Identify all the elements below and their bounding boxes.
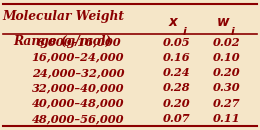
Text: $\mathbfit{w}$: $\mathbfit{w}$: [216, 15, 231, 29]
Text: 0.30: 0.30: [212, 82, 240, 93]
Text: 0.05: 0.05: [163, 37, 191, 48]
Text: 0.02: 0.02: [212, 37, 240, 48]
Text: 24,000–32,000: 24,000–32,000: [32, 67, 124, 78]
Text: $\mathbfit{i}$: $\mathbfit{i}$: [230, 25, 236, 37]
Text: 0.11: 0.11: [212, 113, 240, 124]
Text: 0.20: 0.20: [212, 67, 240, 78]
Text: 8,000–16,000: 8,000–16,000: [36, 37, 120, 48]
Text: 16,000–24,000: 16,000–24,000: [32, 52, 124, 63]
Text: Range (g/mol): Range (g/mol): [13, 35, 111, 48]
Text: 32,000–40,000: 32,000–40,000: [32, 82, 124, 93]
Text: 0.10: 0.10: [212, 52, 240, 63]
Text: 0.24: 0.24: [163, 67, 191, 78]
Text: Molecular Weight: Molecular Weight: [3, 10, 125, 23]
Text: 0.16: 0.16: [163, 52, 191, 63]
Text: 40,000–48,000: 40,000–48,000: [32, 98, 124, 109]
Text: 48,000–56,000: 48,000–56,000: [32, 113, 124, 124]
Text: 0.27: 0.27: [212, 98, 240, 109]
Text: 0.20: 0.20: [163, 98, 191, 109]
Text: $\mathbfit{i}$: $\mathbfit{i}$: [182, 25, 187, 37]
Text: $\mathbfit{x}$: $\mathbfit{x}$: [168, 15, 180, 29]
Text: 0.28: 0.28: [163, 82, 191, 93]
Text: 0.07: 0.07: [163, 113, 191, 124]
